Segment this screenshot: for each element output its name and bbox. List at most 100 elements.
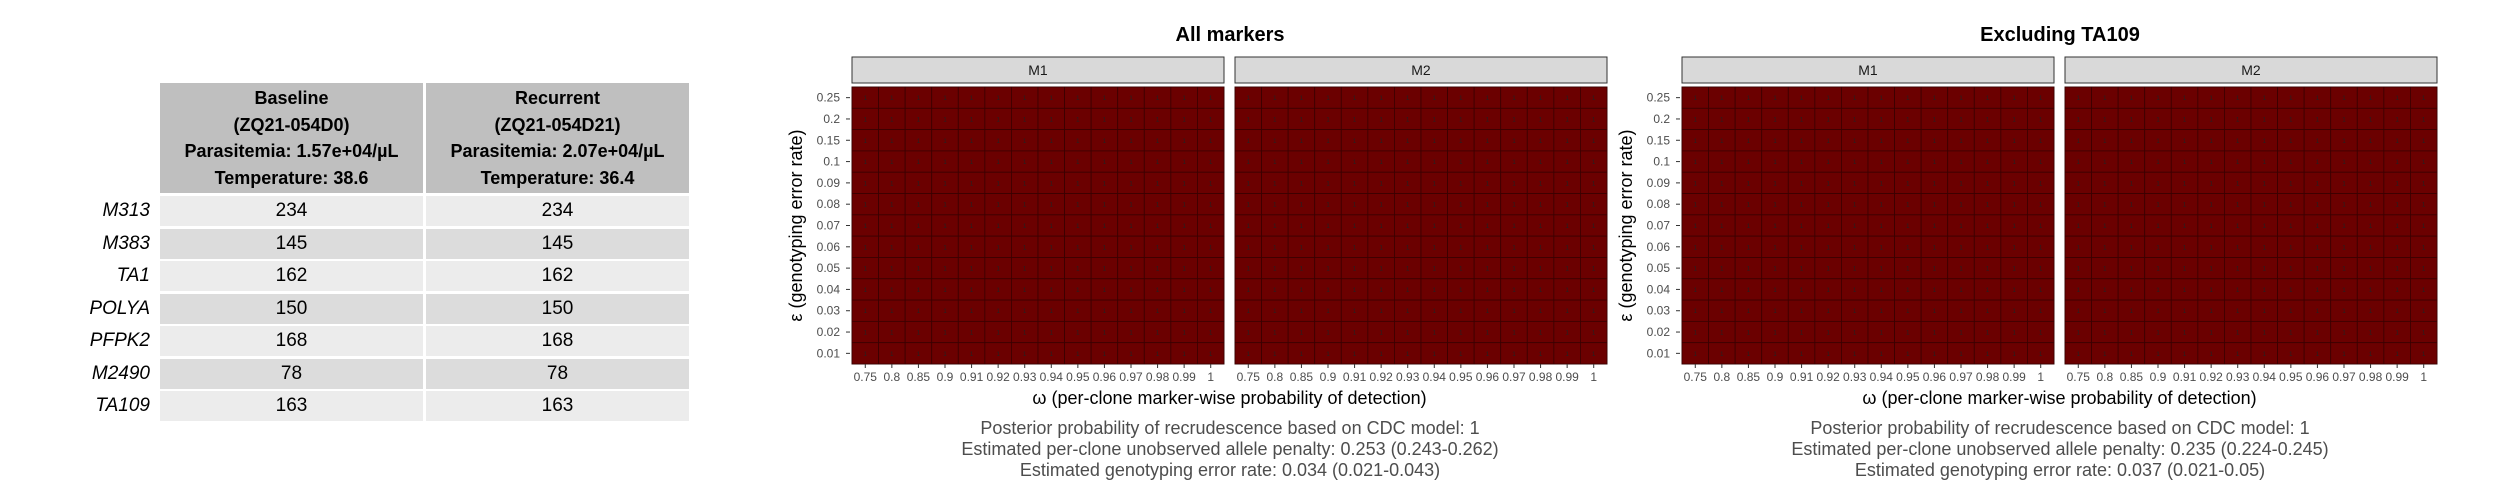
y-tick-label: 0.03 bbox=[817, 304, 841, 318]
tile-value: 1 bbox=[1880, 139, 1884, 145]
tile-value: 1 bbox=[943, 331, 947, 337]
tile-value: 1 bbox=[1747, 96, 1751, 102]
tile-value: 1 bbox=[1103, 203, 1107, 209]
tile-value: 1 bbox=[2156, 267, 2160, 273]
tile-value: 1 bbox=[864, 309, 868, 315]
tile-value: 1 bbox=[2342, 160, 2346, 166]
y-tick-label: 0.07 bbox=[1647, 219, 1671, 233]
x-tick-label: 0.98 bbox=[1976, 370, 2000, 384]
tile-value: 1 bbox=[1986, 267, 1990, 273]
tile-value: 1 bbox=[1986, 203, 1990, 209]
tile-value: 1 bbox=[1853, 224, 1857, 230]
tile-value: 1 bbox=[1959, 139, 1963, 145]
tile-value: 1 bbox=[890, 224, 894, 230]
tile-value: 1 bbox=[1209, 224, 1213, 230]
tile-value: 1 bbox=[890, 139, 894, 145]
y-tick-label: 0.2 bbox=[1653, 112, 1670, 126]
tile-value: 1 bbox=[1959, 224, 1963, 230]
tile-value: 1 bbox=[917, 96, 921, 102]
tile-value: 1 bbox=[917, 288, 921, 294]
tile-value: 1 bbox=[2103, 331, 2107, 337]
tile-value: 1 bbox=[1433, 352, 1437, 358]
tile-value: 1 bbox=[917, 267, 921, 273]
tile-value: 1 bbox=[1826, 224, 1830, 230]
tile-value: 1 bbox=[1273, 139, 1277, 145]
tile-value: 1 bbox=[1565, 309, 1569, 315]
tile-value: 1 bbox=[2342, 96, 2346, 102]
tile-value: 1 bbox=[1300, 203, 1304, 209]
tile-value: 1 bbox=[2289, 288, 2293, 294]
tile-value: 1 bbox=[2183, 331, 2187, 337]
y-tick-label: 0.04 bbox=[1647, 282, 1671, 296]
tile-value: 1 bbox=[1959, 309, 1963, 315]
x-tick-label: 0.75 bbox=[1237, 370, 1261, 384]
tile-value: 1 bbox=[2183, 96, 2187, 102]
x-tick-label: 0.75 bbox=[854, 370, 878, 384]
tile-value: 1 bbox=[1565, 224, 1569, 230]
x-tick-label: 0.96 bbox=[1476, 370, 1500, 384]
tile-value: 1 bbox=[1103, 309, 1107, 315]
tile-value: 1 bbox=[1486, 331, 1490, 337]
tile-value: 1 bbox=[1182, 203, 1186, 209]
x-tick-label: 0.92 bbox=[1369, 370, 1393, 384]
tile-value: 1 bbox=[1486, 117, 1490, 123]
tile-value: 1 bbox=[2369, 352, 2373, 358]
tile-value: 1 bbox=[1103, 288, 1107, 294]
tile-value: 1 bbox=[1209, 117, 1213, 123]
tile-value: 1 bbox=[2103, 245, 2107, 251]
tile-value: 1 bbox=[2012, 288, 2016, 294]
row-label-ta1: TA1 bbox=[116, 265, 150, 286]
tile-value: 1 bbox=[2263, 117, 2267, 123]
tile-value: 1 bbox=[1209, 309, 1213, 315]
tile-value: 1 bbox=[2263, 160, 2267, 166]
tile-value: 1 bbox=[1959, 117, 1963, 123]
tile-value: 1 bbox=[1406, 309, 1410, 315]
tile-value: 1 bbox=[917, 181, 921, 187]
tile-value: 1 bbox=[1182, 139, 1186, 145]
x-tick-label: 0.99 bbox=[1172, 370, 1196, 384]
tile-value: 1 bbox=[1826, 96, 1830, 102]
tile-value: 1 bbox=[2236, 267, 2240, 273]
tile-value: 1 bbox=[1023, 352, 1027, 358]
tile-value: 1 bbox=[1986, 331, 1990, 337]
x-tick-label: 0.96 bbox=[1923, 370, 1947, 384]
tile-value: 1 bbox=[890, 96, 894, 102]
tile-value: 1 bbox=[2395, 309, 2399, 315]
tile-value: 1 bbox=[2342, 288, 2346, 294]
tile-value: 1 bbox=[1773, 309, 1777, 315]
tile-value: 1 bbox=[2039, 160, 2043, 166]
tile-value: 1 bbox=[2130, 96, 2134, 102]
tile-value: 1 bbox=[2156, 203, 2160, 209]
header-line: (ZQ21-054D0) bbox=[233, 114, 350, 135]
tile-value: 1 bbox=[2395, 331, 2399, 337]
tile-value: 1 bbox=[2395, 352, 2399, 358]
tile-value: 1 bbox=[1050, 139, 1054, 145]
table-cell-baseline: 163 bbox=[160, 391, 423, 421]
tile-value: 1 bbox=[2289, 160, 2293, 166]
tile-value: 1 bbox=[2422, 288, 2426, 294]
table-cell-baseline: 78 bbox=[160, 358, 423, 389]
tile-value: 1 bbox=[1853, 139, 1857, 145]
tile-value: 1 bbox=[1156, 245, 1160, 251]
tile-value: 1 bbox=[1933, 288, 1937, 294]
tile-value: 1 bbox=[943, 203, 947, 209]
tile-value: 1 bbox=[2342, 352, 2346, 358]
tile-value: 1 bbox=[1800, 288, 1804, 294]
tile-value: 1 bbox=[943, 309, 947, 315]
tile-value: 1 bbox=[1156, 267, 1160, 273]
tile-value: 1 bbox=[2395, 203, 2399, 209]
tile-value: 1 bbox=[1103, 96, 1107, 102]
tile-value: 1 bbox=[2236, 331, 2240, 337]
table-header-recurrent: Recurrent (ZQ21-054D21) Parasitemia: 2.0… bbox=[426, 83, 689, 193]
tile-value: 1 bbox=[1247, 288, 1251, 294]
tile-value: 1 bbox=[1986, 160, 1990, 166]
tile-value: 1 bbox=[1209, 181, 1213, 187]
tile-value: 1 bbox=[1326, 117, 1330, 123]
tile-value: 1 bbox=[1182, 117, 1186, 123]
table-cell-recurrent: 78 bbox=[426, 358, 689, 389]
tile-value: 1 bbox=[2156, 352, 2160, 358]
tile-value: 1 bbox=[1103, 160, 1107, 166]
tile-value: 1 bbox=[890, 331, 894, 337]
header-line: Recurrent bbox=[514, 88, 601, 108]
tile-value: 1 bbox=[1129, 267, 1133, 273]
